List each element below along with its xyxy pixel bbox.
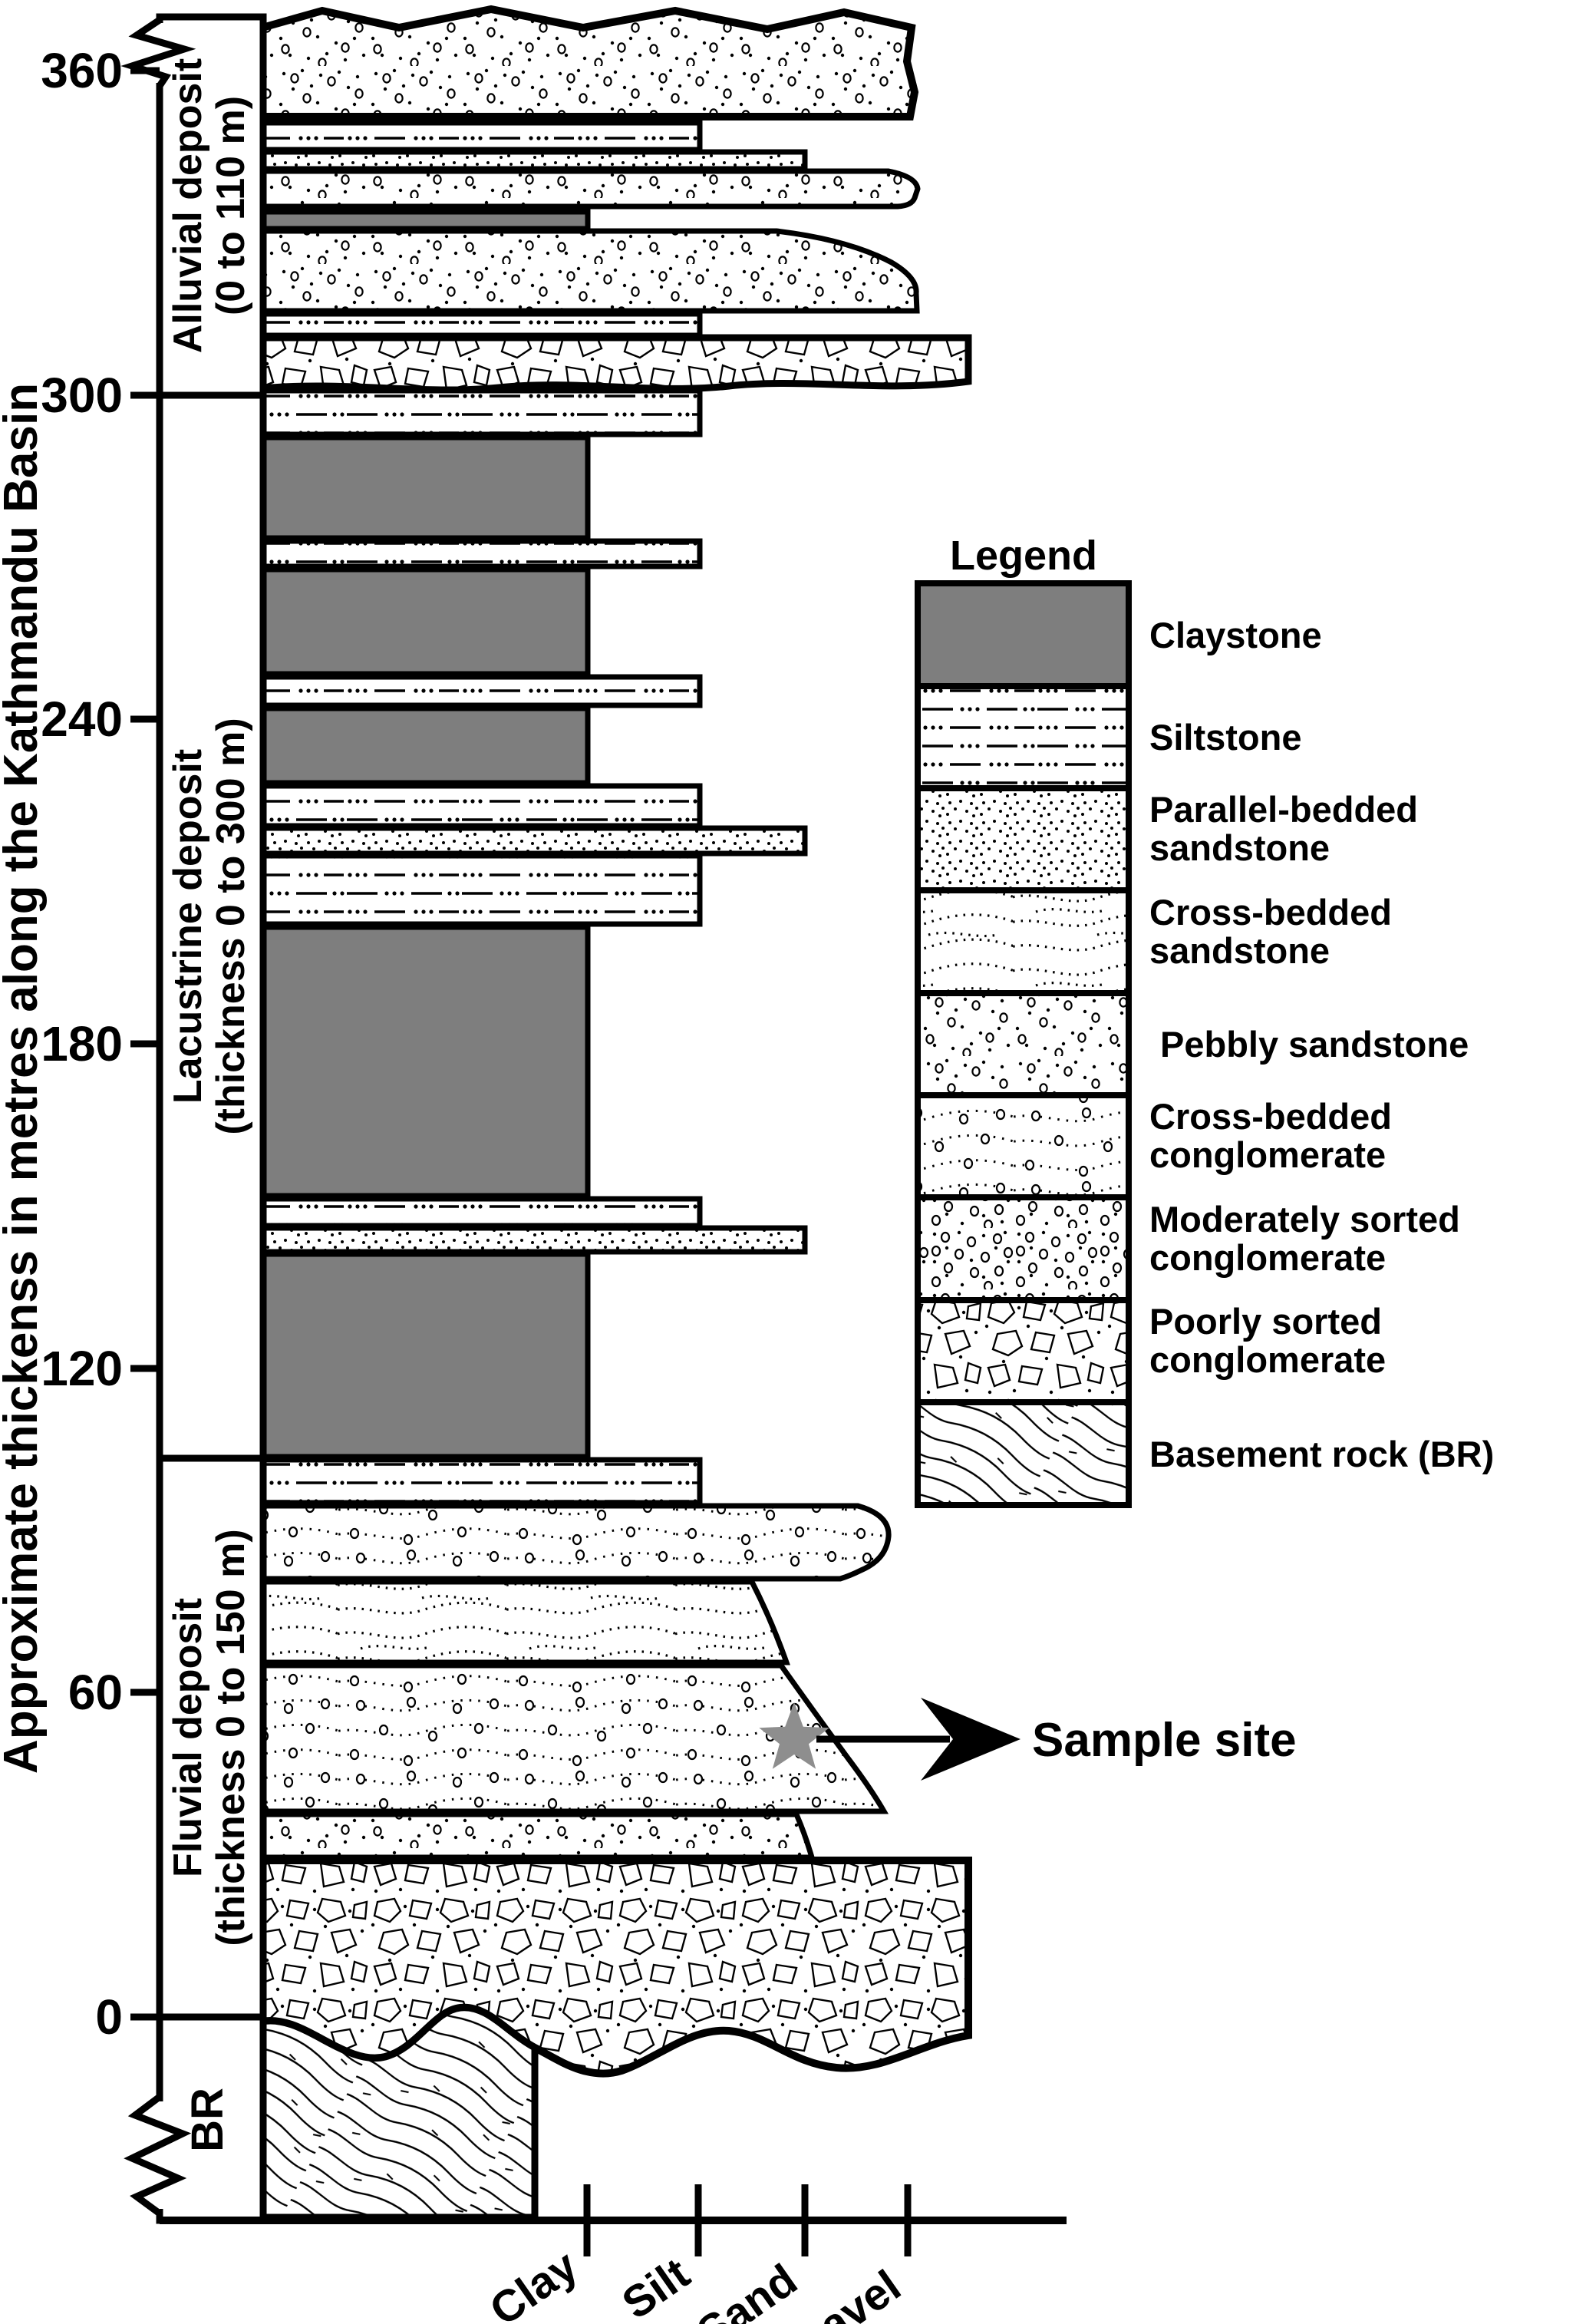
legend-swatch-poorly-sorted-conglomerate xyxy=(915,1297,1132,1405)
bed-siltstone xyxy=(259,120,703,153)
y-tick-300: 300 xyxy=(41,368,123,423)
y-tick-180: 180 xyxy=(41,1016,123,1071)
sample-site-label: Sample site xyxy=(1032,1714,1297,1767)
y-tick-120: 120 xyxy=(41,1341,123,1396)
legend-label-parallel-sandstone: Parallel-bedded sandstone xyxy=(1149,789,1428,868)
legend-label-moderately-sorted-conglomerate: Moderately sorted conglomerate xyxy=(1149,1199,1470,1278)
bed-cross-bedded-conglomerate xyxy=(259,1503,892,1582)
bed-claystone xyxy=(259,566,591,677)
y-axis: 360 300 240 180 120 60 0 Approximate thi… xyxy=(0,43,160,2045)
break-symbol-bottom xyxy=(124,2094,192,2217)
bed-siltstone xyxy=(259,674,703,708)
bed-claystone xyxy=(259,1251,591,1460)
section-label-lacustrine-line1: Lacustrine deposit xyxy=(166,749,210,1104)
bed-parallel-sandstone xyxy=(259,149,808,172)
legend-swatch-parallel-sandstone xyxy=(915,785,1132,893)
section-label-alluvial-line2: (0 to 110 m) xyxy=(209,96,253,315)
legend-label-cross-bedded-sandstone: Cross-bedded sandstone xyxy=(1149,892,1402,971)
y-axis-title: Approximate thickenss in metres along th… xyxy=(0,383,48,1774)
sample-site-annotation: Sample site xyxy=(759,1698,1297,1781)
bed-siltstone xyxy=(259,311,703,338)
bed-poorly-sorted-conglomerate xyxy=(259,334,972,394)
bed-poorly-sorted-conglomerate xyxy=(259,1857,972,2078)
y-tick-60: 60 xyxy=(68,1665,123,1720)
section-label-lacustrine-line2: (thickness 0 to 300 m) xyxy=(209,718,253,1134)
legend-swatch-claystone xyxy=(915,580,1132,689)
grain-label-clay: Clay xyxy=(481,2240,587,2324)
bed-cross-bedded-sandstone xyxy=(259,1579,790,1665)
legend-title: Legend xyxy=(950,533,1097,579)
legend-swatch-cross-bedded-conglomerate xyxy=(915,1092,1132,1200)
y-tick-0: 0 xyxy=(95,1989,123,2045)
grain-label-silt: Silt xyxy=(613,2248,698,2324)
section-label-fluvial-line1: Fluvial deposit xyxy=(166,1598,210,1877)
section-label-alluvial-line1: Alluvial deposit xyxy=(166,58,210,353)
bed-siltstone xyxy=(259,538,703,569)
bed-claystone xyxy=(259,434,591,541)
legend-swatch-moderately-sorted-conglomerate xyxy=(915,1194,1132,1303)
y-tick-240: 240 xyxy=(41,692,123,747)
bed-claystone xyxy=(259,705,591,786)
sample-arrowhead-icon xyxy=(921,1698,1021,1781)
legend-swatch-basement-rock xyxy=(915,1399,1132,1508)
y-tick-360: 360 xyxy=(41,43,123,98)
bed-pebbly-sandstone xyxy=(259,1811,816,1860)
bed-claystone xyxy=(259,209,591,232)
bed-cross-bedded-conglomerate-sample xyxy=(259,1662,889,1814)
bed-siltstone xyxy=(259,1196,703,1229)
section-label-br: BR xyxy=(183,2088,232,2152)
bed-siltstone xyxy=(259,1457,703,1506)
legend-label-poorly-sorted-conglomerate: Poorly sorted conglomerate xyxy=(1149,1301,1392,1380)
bed-parallel-sandstone xyxy=(259,1225,808,1255)
legend: Legend Claystone Siltstone Parallel-bedd… xyxy=(915,533,1494,1508)
legend-label-cross-bedded-conglomerate: Cross-bedded conglomerate xyxy=(1149,1096,1402,1175)
sample-star-icon xyxy=(759,1702,829,1769)
legend-label-siltstone: Siltstone xyxy=(1149,717,1301,758)
legend-label-basement-rock: Basement rock (BR) xyxy=(1149,1434,1494,1474)
bed-pebbly-sandstone xyxy=(259,168,921,210)
bed-pebbly-sandstone xyxy=(259,228,920,314)
legend-swatch-pebbly-sandstone xyxy=(915,990,1132,1098)
section-label-fluvial-line2: (thickness 0 to 150 m) xyxy=(209,1529,253,1946)
bed-basement-rock xyxy=(259,2004,539,2221)
grain-label-sand: Sand xyxy=(688,2254,806,2324)
bed-siltstone xyxy=(259,783,703,829)
legend-label-claystone: Claystone xyxy=(1149,615,1322,655)
bed-claystone xyxy=(259,924,591,1199)
legend-label-pebbly-sandstone: Pebbly sandstone xyxy=(1160,1024,1469,1065)
section-label-column: Alluvial deposit (0 to 110 m) Lacustrine… xyxy=(120,13,267,2224)
bed-siltstone xyxy=(259,853,703,927)
legend-swatch-cross-bedded-sandstone xyxy=(915,887,1132,996)
legend-swatch-siltstone xyxy=(915,683,1132,791)
bed-parallel-sandstone xyxy=(259,825,808,857)
bed-siltstone xyxy=(259,388,703,437)
stratigraphic-column xyxy=(259,5,972,2221)
bed-pebbly-sandstone xyxy=(259,5,919,120)
